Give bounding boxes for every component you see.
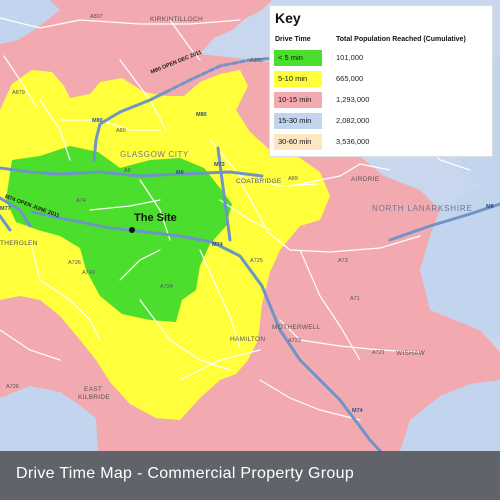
caption-title: Drive Time Map - Commercial Property Gro… [16,465,355,482]
key-row: 15-30 min 2,082,000 [274,113,488,129]
road-m73: M73 [214,162,225,168]
road-m77: M77 [0,206,11,212]
place-east-kilbride-line2: KILBRIDE [78,394,111,401]
road-a71: A71 [350,296,360,302]
zone-15-30-min-southeast [400,380,500,451]
zone-15-30-min-east [420,176,500,340]
key-swatch: 10-15 min [274,92,322,108]
place-east-kilbride-line1: EAST [84,386,103,393]
place-rutherglen: THERGLEN [0,240,38,247]
key-value: 2,082,000 [336,116,370,125]
map-key: Key Drive Time Total Population Reached … [270,6,492,156]
place-kirkintilloch: KIRKINTILLOCH [150,16,204,23]
road-m8: M8 [176,170,184,176]
place-wishaw: WISHAW [396,350,425,357]
road-a89: A89 [288,176,298,182]
road-a723: A723 [288,338,301,344]
place-airdrie: AIRDRIE [351,176,380,183]
site-marker-icon [129,227,135,233]
zone-15-30-min-northwest [0,0,60,44]
road-a725: A725 [250,258,263,264]
road-m74-south: M74 [352,408,363,414]
place-motherwell: MOTHERWELL [272,324,321,331]
key-title: Key [275,10,301,26]
key-value: 665,000 [336,74,364,83]
road-a879: A879 [12,90,25,96]
road-a724: A724 [160,284,173,290]
road-m80-mid: M80 [196,112,207,118]
key-swatch: 5-10 min [274,71,322,87]
place-hamilton: HAMILTON [230,336,266,343]
road-a73: A73 [338,258,348,264]
place-coatbridge: COATBRIDGE [236,178,282,185]
site-label: The Site [134,212,177,224]
caption-bar: Drive Time Map - Commercial Property Gro… [0,451,500,500]
road-a726: A726 [68,260,81,266]
road-a726-south: A726 [6,384,19,390]
road-a8: A8 [124,168,131,174]
key-swatch: 15-30 min [274,113,322,129]
road-m8-east: M8 [486,204,494,210]
motorways [0,90,500,453]
key-row: 10-15 min 1,293,000 [274,92,488,108]
road-a721: A721 [372,350,385,356]
key-value: 101,000 [336,53,364,62]
road-m74: M74 [212,242,223,248]
place-glasgow-city: GLASGOW CITY [120,150,189,159]
road-a807: A807 [90,14,103,20]
road-a80: A80 [116,128,126,134]
road-a749: A749 [82,270,95,276]
key-row: < 5 min 101,000 [274,50,488,66]
key-value: 1,293,000 [336,95,370,104]
key-row: 30-60 min 3,536,000 [274,134,488,150]
zone-15-30-min-southwest [0,386,98,451]
minor-roads [0,17,471,421]
road-a803: A803 [250,58,263,64]
key-header-drive-time: Drive Time [275,36,311,43]
road-m80-top: M80 [92,118,103,124]
road-a74: A74 [76,198,86,204]
key-row: 5-10 min 665,000 [274,71,488,87]
place-north-lanarkshire: NORTH LANARKSHIRE [372,204,473,213]
key-swatch: < 5 min [274,50,322,66]
key-header-population: Total Population Reached (Cumulative) [336,36,466,43]
zone-under-5-min [6,146,232,322]
key-value: 3,536,000 [336,137,370,146]
new-motorway-sections [30,56,278,232]
key-swatch: 30-60 min [274,134,322,150]
